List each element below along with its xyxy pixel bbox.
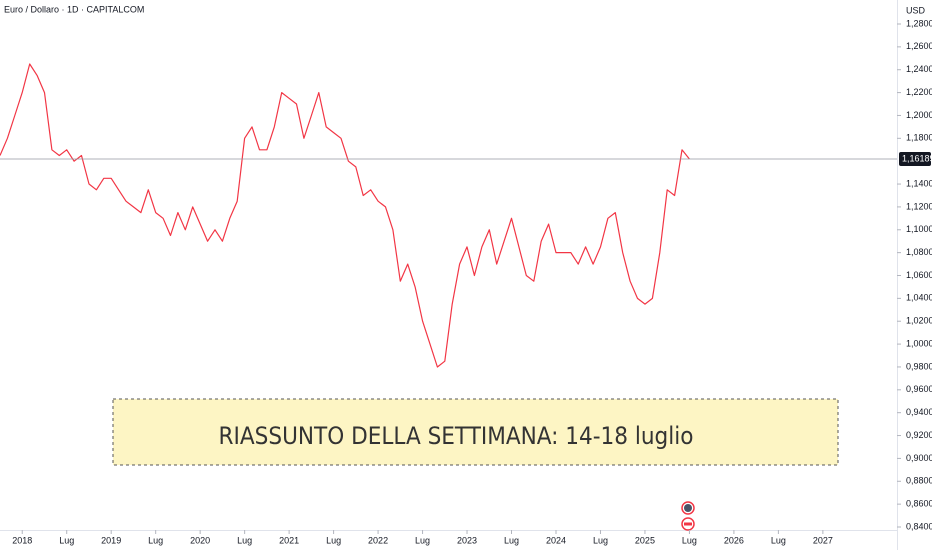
x-tick-label: Lug bbox=[682, 535, 697, 545]
x-tick-label: Lug bbox=[237, 535, 252, 545]
x-tick-label: Lug bbox=[59, 535, 74, 545]
y-tick-label: 1,20000 bbox=[906, 110, 932, 120]
x-tick-label: Lug bbox=[504, 535, 519, 545]
unit-label: USD bbox=[906, 5, 926, 15]
y-tick-label: 1,14000 bbox=[906, 178, 932, 188]
plot bbox=[0, 63, 897, 368]
x-tick-label: 2027 bbox=[813, 535, 833, 545]
last-price-label: 1,16189 bbox=[902, 153, 932, 163]
chart-title: Euro / Dollaro · 1D · CAPITALCOM bbox=[4, 4, 144, 14]
y-tick-label: 1,04000 bbox=[906, 293, 932, 303]
x-tick-label: Lug bbox=[593, 535, 608, 545]
annotation-box bbox=[112, 398, 839, 466]
x-tick-label: 2024 bbox=[546, 535, 566, 545]
x-tick-label: 2021 bbox=[279, 535, 299, 545]
y-tick-label: 1,28000 bbox=[906, 18, 932, 28]
x-tick-label: 2020 bbox=[190, 535, 210, 545]
x-tick-label: 2025 bbox=[635, 535, 655, 545]
x-tick-label: 2023 bbox=[457, 535, 477, 545]
y-tick-label: 1,06000 bbox=[906, 270, 932, 280]
y-tick-label: 1,10000 bbox=[906, 224, 932, 234]
y-tick-label: 1,08000 bbox=[906, 247, 932, 257]
x-tick-label: 2019 bbox=[101, 535, 121, 545]
x-tick-label: Lug bbox=[415, 535, 430, 545]
y-tick-label: 1,22000 bbox=[906, 87, 932, 97]
event-icon-core bbox=[684, 522, 692, 526]
x-tick-label: Lug bbox=[326, 535, 341, 545]
event-icon-core bbox=[684, 504, 692, 512]
y-tick-label: 1,12000 bbox=[906, 201, 932, 211]
x-tick-label: Lug bbox=[148, 535, 163, 545]
price-line bbox=[0, 63, 690, 368]
x-tick-label: 2022 bbox=[368, 535, 388, 545]
y-tick-label: 1,26000 bbox=[906, 41, 932, 51]
y-tick-label: 1,24000 bbox=[906, 64, 932, 74]
annotation: RIASSUNTO DELLA SETTIMANA: 14-18 luglio bbox=[219, 422, 694, 450]
x-tick-label: Lug bbox=[771, 535, 786, 545]
last-price-tag bbox=[899, 152, 931, 167]
y-tick-label: 1,02000 bbox=[906, 316, 932, 326]
x-tick-label: 2018 bbox=[12, 535, 32, 545]
y-tick-label: 0,84000 bbox=[906, 521, 932, 531]
y-tick-label: 1,18000 bbox=[906, 133, 932, 143]
x-tick-label: 2026 bbox=[724, 535, 744, 545]
